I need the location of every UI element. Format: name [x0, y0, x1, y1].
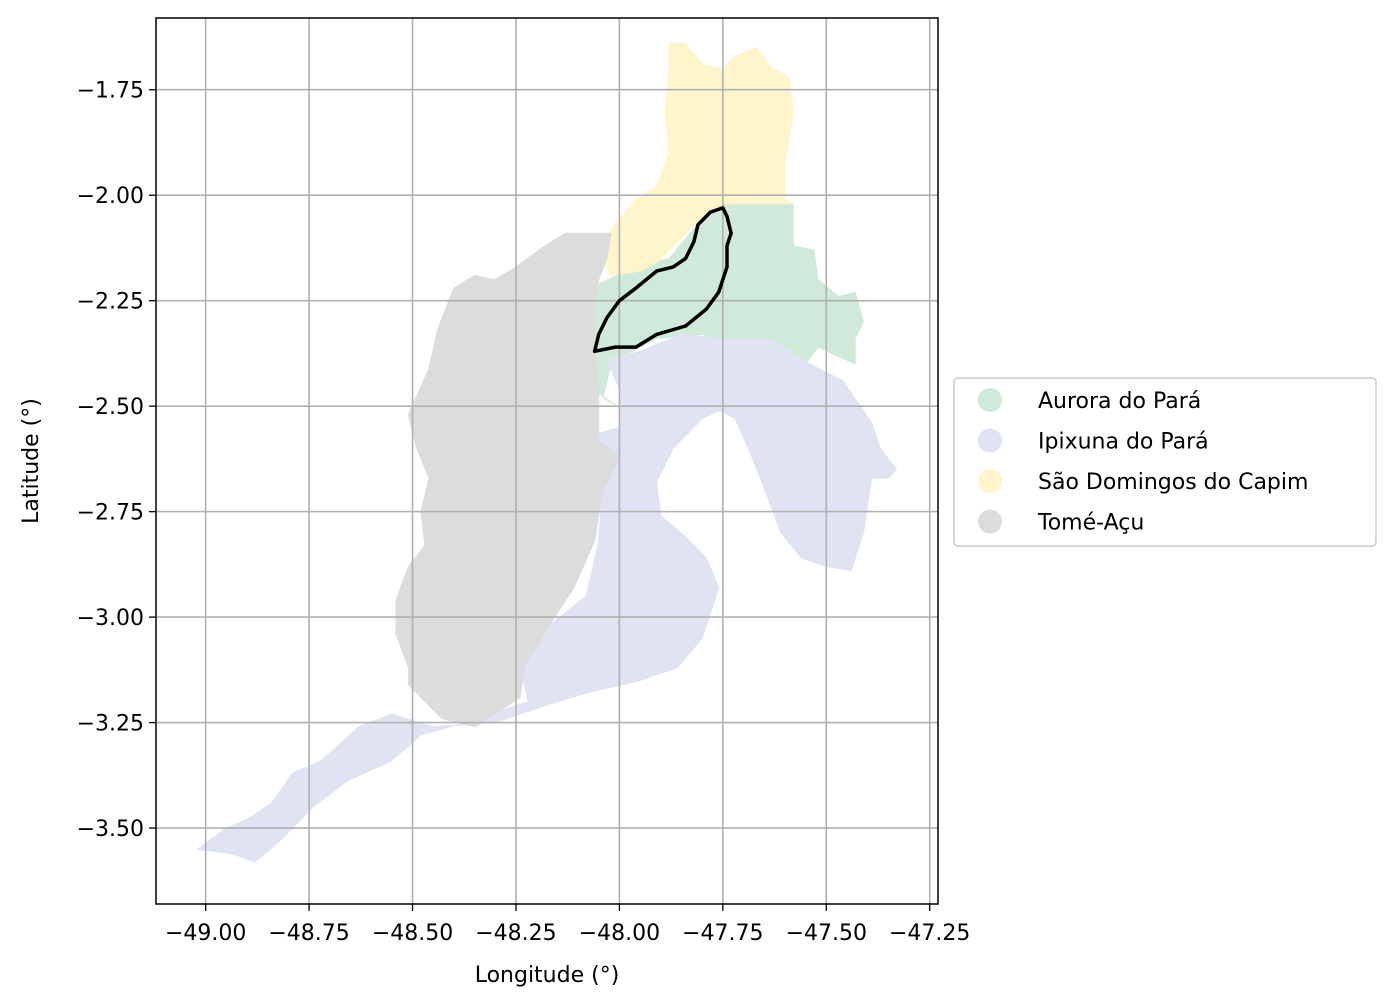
- highlight-outline: [592, 206, 733, 354]
- y-tick-label: −3.00: [77, 606, 144, 631]
- legend-label-ipixuna-do-para: Ipixuna do Pará: [1038, 430, 1209, 455]
- x-tick-label: −47.75: [682, 921, 763, 946]
- legend-box: [953, 377, 1377, 547]
- legend-items: Aurora do Pará Ipixuna do Pará São Domingo…: [978, 388, 1308, 536]
- x-tick-label: −48.75: [268, 921, 349, 946]
- x-tick-label: −47.25: [889, 921, 970, 946]
- legend-label-tome-acu: Tomé-Açu: [1037, 511, 1144, 536]
- y-tick-label: −2.75: [77, 501, 144, 526]
- y-tick-label: −2.00: [77, 184, 144, 209]
- legend-label-aurora-do-para: Aurora do Pará: [1038, 389, 1201, 414]
- y-tick-label: −2.25: [77, 290, 144, 315]
- x-tick-label: −48.00: [579, 921, 660, 946]
- legend-marker-ipixuna-do-para: [978, 428, 1002, 453]
- legend-marker-tome-acu: [978, 509, 1002, 534]
- y-tick-label: −3.50: [77, 817, 144, 842]
- legend-marker-aurora-do-para: [978, 388, 1002, 412]
- x-axis-ticks: −49.00 −48.75 −48.50 −48.25 −48.00 −47.75 −47.…: [165, 904, 970, 946]
- x-tick-label: −48.50: [372, 921, 453, 946]
- x-axis-title: Longitude (°): [475, 963, 620, 988]
- legend: Aurora do Pará Ipixuna do Pará São Domingo…: [953, 377, 1377, 547]
- highlight-outline-layer: [592, 206, 733, 354]
- region-tome-acu: [395, 232, 620, 728]
- legend-label-sao-domingos-do-capim: São Domingos do Capim: [1038, 470, 1308, 495]
- grid-layer: [156, 18, 938, 904]
- y-axis-title: Latitude (°): [19, 398, 44, 524]
- x-tick-label: −49.00: [165, 921, 246, 946]
- y-tick-label: −2.50: [77, 395, 144, 420]
- region-ipixuna-do-para: [196, 333, 898, 863]
- x-tick-label: −48.25: [475, 921, 556, 946]
- plot-frame: [155, 17, 939, 905]
- y-tick-label: −3.25: [77, 712, 144, 737]
- legend-marker-sao-domingos-do-capim: [978, 469, 1002, 493]
- y-axis-ticks: −1.75 −2.00 −2.25 −2.50 −2.75 −3.00 −3.25 −3.50: [77, 79, 156, 842]
- y-tick-label: −1.75: [77, 79, 144, 104]
- x-tick-label: −47.50: [786, 921, 867, 946]
- regions-layer: [196, 42, 898, 863]
